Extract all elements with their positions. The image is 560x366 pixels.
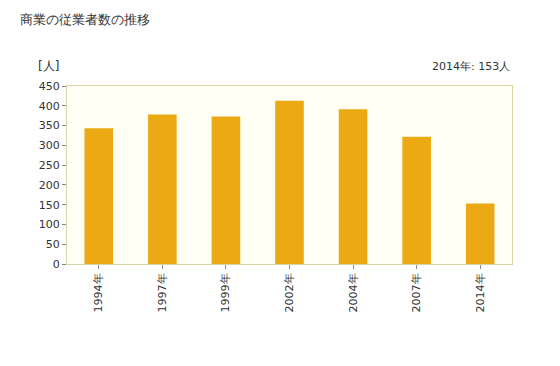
svg-text:400: 400 [39, 100, 60, 113]
svg-text:200: 200 [39, 179, 60, 192]
svg-text:2002年: 2002年 [283, 273, 296, 312]
svg-text:450: 450 [39, 80, 60, 93]
svg-text:1994年: 1994年 [92, 273, 105, 312]
svg-text:[人]: [人] [38, 59, 59, 73]
svg-text:2007年: 2007年 [410, 273, 423, 312]
svg-text:1997年: 1997年 [156, 273, 169, 312]
svg-text:0: 0 [53, 258, 60, 271]
svg-text:商業の従業者数の推移: 商業の従業者数の推移 [20, 12, 150, 27]
svg-text:2014年: 2014年 [474, 273, 487, 312]
svg-text:2014年: 153人: 2014年: 153人 [432, 60, 510, 73]
svg-text:2004年: 2004年 [347, 273, 360, 312]
svg-text:1999年: 1999年 [220, 273, 233, 312]
svg-text:50: 50 [46, 238, 60, 251]
svg-text:250: 250 [39, 159, 60, 172]
svg-text:350: 350 [39, 119, 60, 132]
svg-text:150: 150 [39, 199, 60, 212]
svg-text:300: 300 [39, 139, 60, 152]
svg-text:100: 100 [39, 218, 60, 231]
